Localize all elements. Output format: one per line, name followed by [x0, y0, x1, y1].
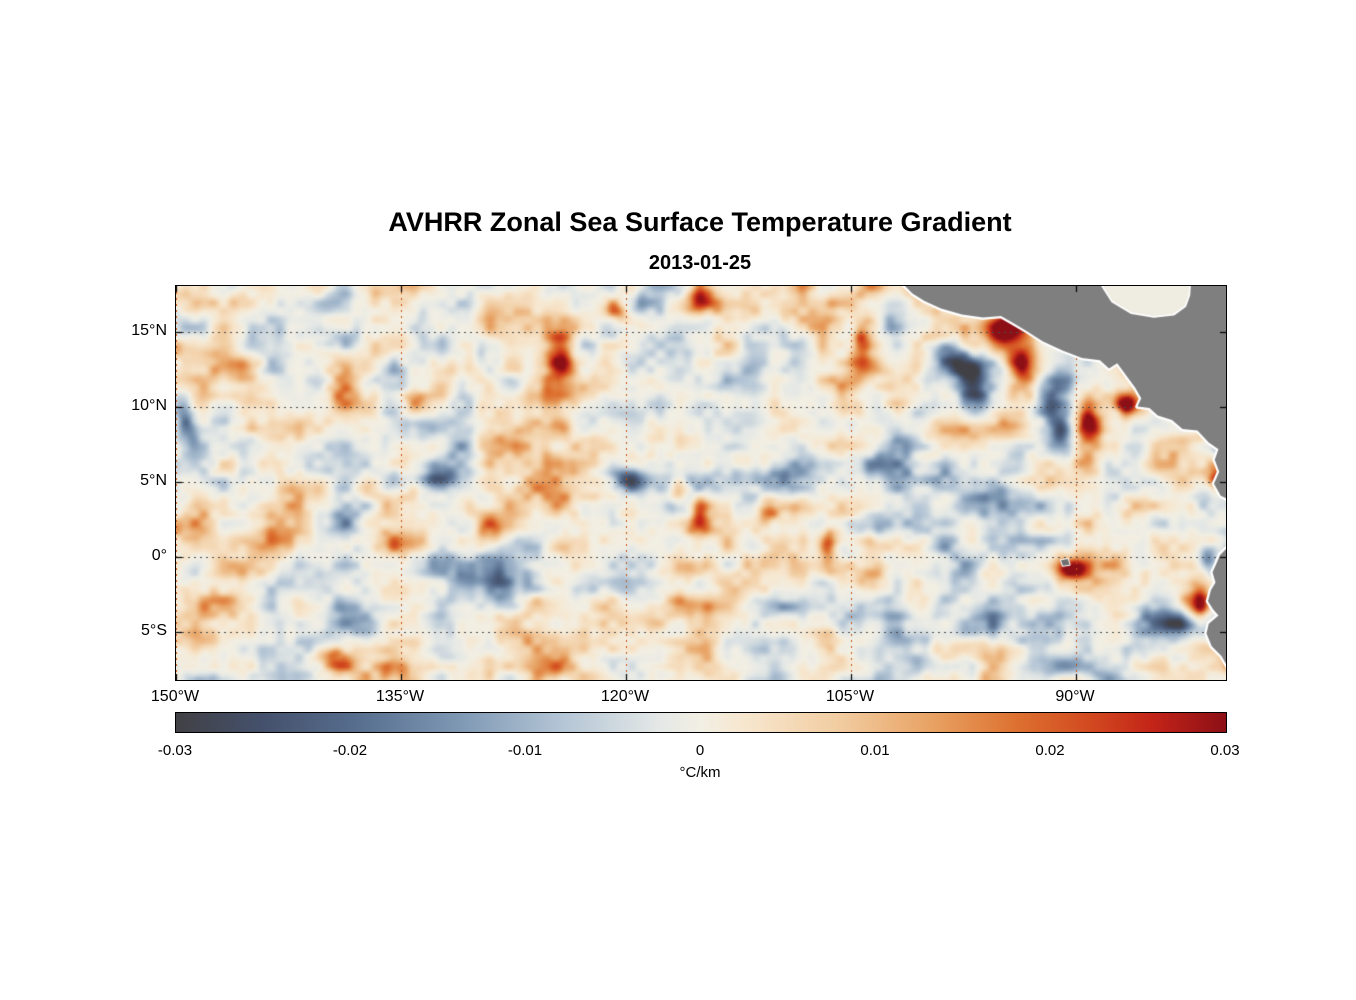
colorbar	[175, 712, 1227, 733]
chart-title: AVHRR Zonal Sea Surface Temperature Grad…	[388, 207, 1012, 237]
colorbar-tick-label: 0.01	[860, 742, 890, 759]
colorbar-tick-label: 0.03	[1210, 742, 1240, 759]
colorbar-units-label: °C/km	[679, 764, 721, 781]
x-tick-label: 120°W	[600, 688, 650, 705]
chart-subtitle-date: 2013-01-25	[648, 252, 752, 274]
x-tick-label: 105°W	[825, 688, 875, 705]
x-tick-label: 150°W	[150, 688, 200, 705]
colorbar-tick-label: 0.02	[1035, 742, 1065, 759]
y-tick-label: 15°N	[131, 322, 167, 340]
colorbar-tick-label: -0.03	[157, 742, 193, 759]
y-tick-label: 10°N	[131, 397, 167, 415]
colorbar-tick-label: 0	[695, 742, 705, 759]
y-tick-label: 5°N	[140, 472, 167, 490]
x-tick-label: 135°W	[375, 688, 425, 705]
sst-gradient-heatmap-canvas	[176, 286, 1226, 680]
colorbar-tick-label: -0.01	[507, 742, 543, 759]
map-plot	[175, 285, 1227, 681]
colorbar-tick-label: -0.02	[332, 742, 368, 759]
y-tick-label: 5°S	[141, 622, 167, 640]
y-tick-label: 0°	[151, 547, 167, 565]
x-tick-label: 90°W	[1055, 688, 1095, 705]
